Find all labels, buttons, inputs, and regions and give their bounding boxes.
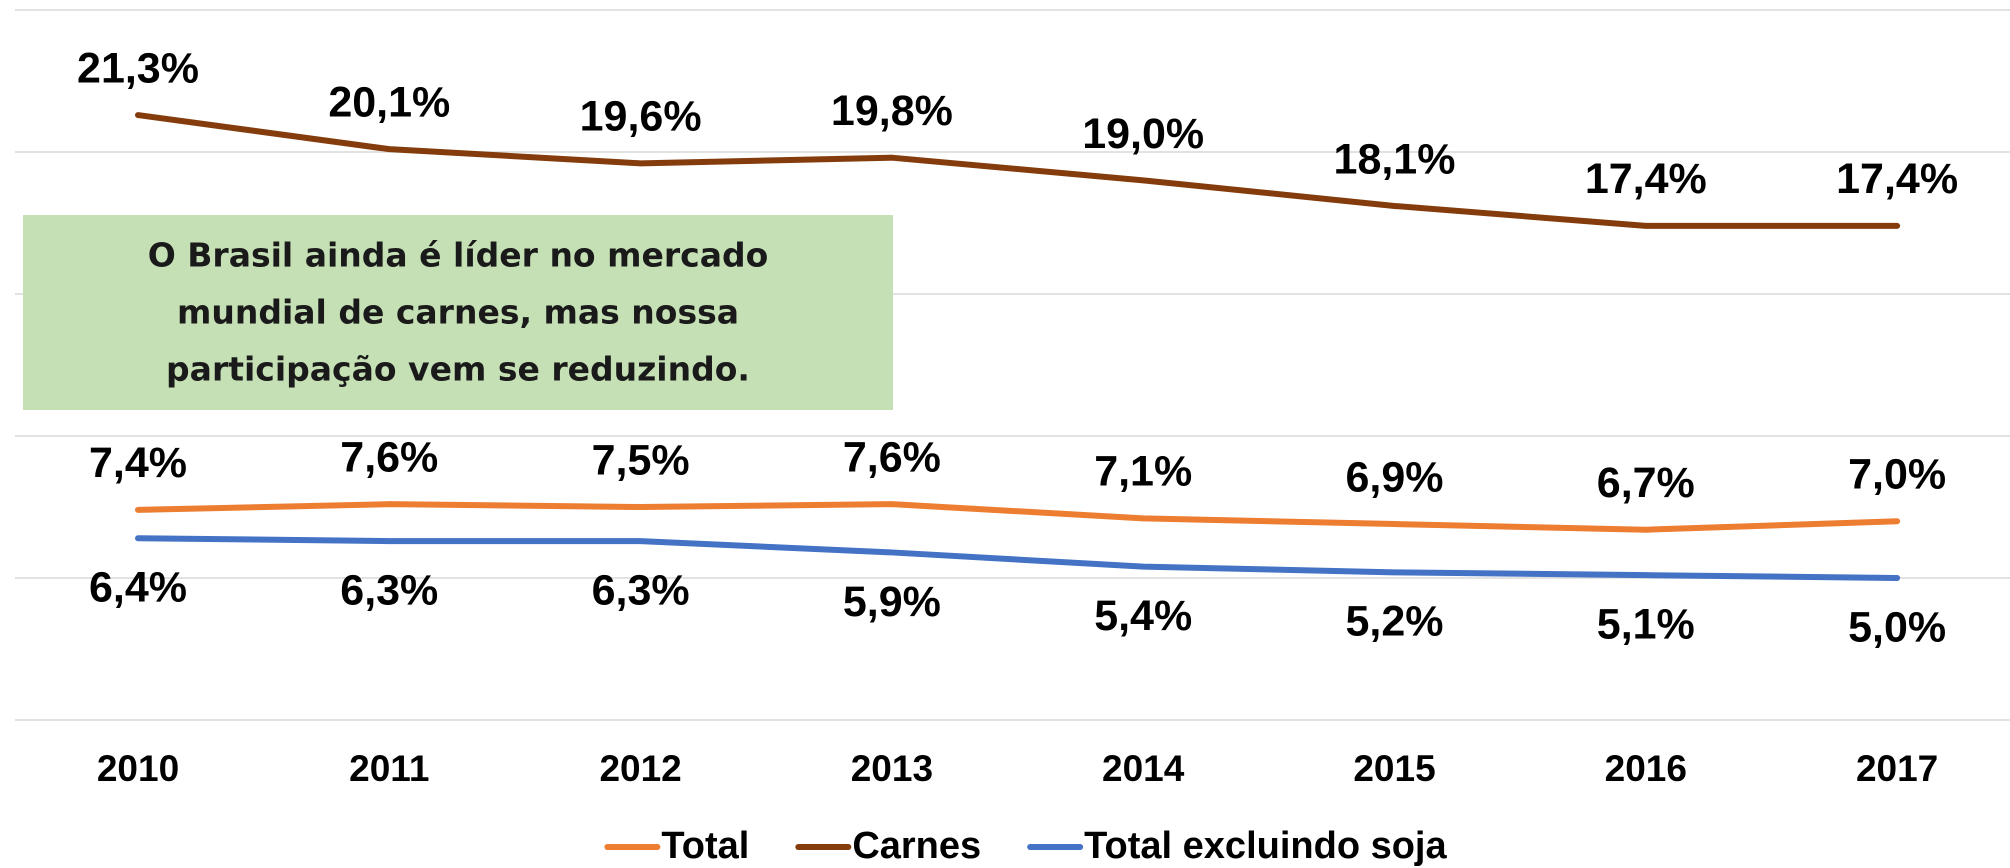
data-label: 5,0% (1848, 603, 1946, 651)
data-label: 6,3% (340, 566, 438, 614)
x-tick-label: 2010 (97, 748, 179, 789)
data-label: 7,0% (1848, 451, 1946, 499)
data-label: 19,0% (1082, 110, 1204, 158)
series-line (135, 112, 1901, 229)
data-label: 17,4% (1836, 155, 1958, 203)
data-label: 20,1% (328, 79, 450, 127)
x-tick-label: 2011 (349, 748, 429, 789)
data-label: 6,7% (1597, 459, 1695, 507)
data-label: 7,1% (1094, 448, 1192, 496)
data-label: 6,4% (89, 564, 187, 612)
data-label: 6,9% (1345, 453, 1443, 501)
data-label: 17,4% (1585, 155, 1707, 203)
annotation-line: participação vem se reduzindo. (166, 350, 750, 389)
annotation-line: O Brasil ainda é líder no mercado (148, 236, 769, 275)
x-tick-label: 2012 (599, 748, 681, 789)
series-line (135, 535, 1901, 581)
data-label: 19,8% (831, 87, 953, 135)
annotation-line: mundial de carnes, mas nossa (177, 293, 739, 332)
lines (135, 112, 1901, 581)
series-line (135, 501, 1901, 533)
data-label: 7,6% (843, 434, 941, 482)
data-label: 7,4% (89, 439, 187, 487)
data-label: 21,3% (77, 44, 199, 92)
legend: Total Carnes Total excluindo soja (604, 825, 1447, 867)
x-tick-label: 2015 (1353, 748, 1435, 789)
legend-label: Total (661, 825, 749, 867)
data-label: 19,6% (580, 93, 702, 141)
x-tick-label: 2016 (1605, 748, 1687, 789)
data-label: 5,9% (843, 578, 941, 626)
x-tick-label: 2014 (1102, 748, 1185, 789)
data-label: 6,3% (592, 566, 690, 614)
data-label: 5,2% (1345, 598, 1443, 646)
x-tick-label: 2017 (1856, 748, 1938, 789)
annotation: O Brasil ainda é líder no mercado mundial… (148, 236, 769, 389)
annotation-box (23, 215, 893, 410)
legend-label: Carnes (852, 825, 981, 867)
data-label: 7,5% (592, 436, 690, 484)
data-label: 18,1% (1334, 135, 1456, 183)
data-label: 5,4% (1094, 592, 1192, 640)
x-tick-label: 2013 (851, 748, 933, 789)
data-label: 5,1% (1597, 601, 1695, 649)
legend-label: Total excluindo soja (1084, 825, 1447, 867)
labels: 2010 2011 2012 2013 2014 2015 2016 2017 7,4% 7,6%… (77, 44, 1958, 788)
data-label: 7,6% (340, 434, 438, 482)
